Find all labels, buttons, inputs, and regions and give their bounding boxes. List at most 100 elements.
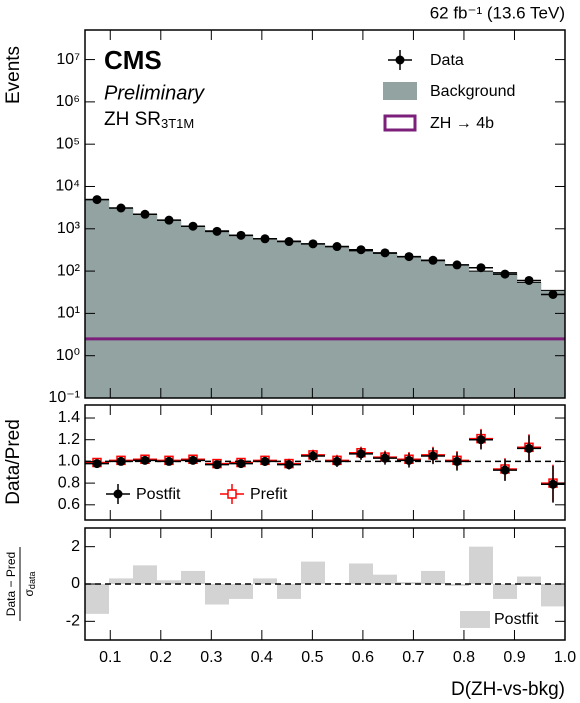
ratio-point bbox=[188, 455, 198, 465]
pull-bar bbox=[109, 578, 133, 584]
x-tick-label: 0.6 bbox=[352, 649, 374, 666]
legend-background-swatch bbox=[383, 82, 417, 100]
pull-bar bbox=[445, 584, 469, 586]
data-point bbox=[284, 237, 294, 247]
ratio-point bbox=[404, 455, 414, 465]
y-tick-label: 10⁰ bbox=[56, 347, 80, 364]
y-tick-label: 0.6 bbox=[58, 496, 80, 513]
x-tick-label: 0.1 bbox=[99, 649, 121, 666]
legend-label: Prefit bbox=[250, 486, 288, 503]
pull-bar bbox=[85, 584, 109, 614]
background-bar bbox=[300, 243, 326, 399]
background-bar bbox=[276, 240, 302, 399]
data-point bbox=[116, 203, 126, 213]
pull-bar bbox=[157, 580, 181, 584]
pull-bar bbox=[229, 584, 253, 599]
sigma-sub: data bbox=[27, 572, 37, 590]
data-point bbox=[332, 242, 342, 252]
y-tick-label: 10⁴ bbox=[55, 178, 80, 195]
pull-y-numerator: Data − Pred bbox=[4, 552, 18, 616]
x-tick-label: 0.5 bbox=[301, 649, 323, 666]
background-bar bbox=[204, 230, 230, 399]
legend-data-marker bbox=[395, 55, 405, 65]
pull-bar bbox=[517, 576, 541, 584]
data-point bbox=[500, 269, 510, 279]
ratio-point bbox=[284, 460, 294, 470]
legend-label: Postfit bbox=[494, 611, 539, 628]
y-tick-label: 1.4 bbox=[58, 409, 80, 426]
plot-frame bbox=[84, 29, 566, 399]
ratio-point bbox=[356, 449, 366, 459]
y-tick-label: 1.2 bbox=[58, 431, 80, 448]
ratio-point bbox=[140, 455, 150, 465]
region-main: ZH SR bbox=[104, 109, 161, 130]
pull-bar bbox=[277, 584, 301, 599]
pull-bar bbox=[181, 570, 205, 584]
y-tick-label: 10³ bbox=[57, 220, 81, 237]
y-tick-label: 10¹ bbox=[57, 305, 80, 322]
background-bar bbox=[468, 270, 494, 399]
x-tick-label: 0.8 bbox=[453, 649, 475, 666]
background-bar bbox=[156, 219, 182, 399]
x-axis-label: D(ZH-vs-bkg) bbox=[451, 679, 565, 700]
data-point bbox=[476, 263, 486, 273]
legend-label: Postfit bbox=[136, 486, 181, 503]
y-tick-label: 1.0 bbox=[58, 453, 80, 470]
x-tick-label: 1.0 bbox=[554, 649, 576, 666]
region-label: ZH SR3T1M bbox=[104, 109, 194, 131]
legend-label: ZH → 4b bbox=[430, 115, 494, 132]
background-bar bbox=[324, 246, 350, 399]
ratio-point bbox=[212, 460, 222, 470]
y-tick-label: 10⁵ bbox=[56, 135, 80, 152]
data-point bbox=[524, 275, 534, 285]
ratio-point bbox=[92, 459, 102, 469]
background-bar bbox=[420, 260, 446, 399]
y-tick-label: 10⁶ bbox=[56, 93, 80, 110]
background-bar bbox=[492, 272, 518, 399]
ratio-point bbox=[476, 435, 486, 445]
background-bar bbox=[396, 256, 422, 399]
legend-label: Background bbox=[430, 83, 515, 100]
data-point bbox=[140, 209, 150, 219]
background-bar bbox=[180, 225, 206, 399]
ratio-point bbox=[524, 443, 534, 453]
x-tick-label: 0.9 bbox=[503, 649, 525, 666]
plot-frame bbox=[84, 527, 566, 641]
pull-bar bbox=[493, 584, 517, 599]
x-tick-label: 0.4 bbox=[251, 649, 273, 666]
pull-bar bbox=[541, 584, 565, 607]
pull-bar bbox=[133, 565, 157, 584]
pull-bar bbox=[205, 584, 229, 605]
y-axis-label: Events bbox=[3, 46, 24, 104]
y-tick-label: 10² bbox=[57, 262, 81, 279]
pull-bar bbox=[373, 574, 397, 584]
ratio-point bbox=[380, 453, 390, 463]
data-point bbox=[548, 289, 558, 299]
y-tick-label: 10⁻¹ bbox=[48, 389, 80, 406]
pull-bar bbox=[397, 582, 421, 584]
data-point bbox=[164, 215, 174, 225]
ratio-point bbox=[308, 451, 318, 461]
pull-bar bbox=[301, 561, 325, 584]
pull-y-denominator: σdata bbox=[22, 572, 37, 597]
ratio-point bbox=[236, 459, 246, 469]
data-point bbox=[236, 230, 246, 240]
pull-bar bbox=[421, 570, 445, 584]
data-point bbox=[356, 245, 366, 255]
ratio-point bbox=[548, 479, 558, 489]
background-bar bbox=[540, 290, 566, 399]
background-bar bbox=[348, 250, 374, 399]
data-point bbox=[308, 239, 318, 249]
x-tick-label: 0.3 bbox=[200, 649, 222, 666]
data-point bbox=[92, 195, 102, 205]
sigma: σ bbox=[22, 588, 36, 596]
pull-bar bbox=[349, 563, 373, 584]
pull-bar bbox=[469, 546, 493, 584]
data-point bbox=[260, 234, 270, 244]
background-bar bbox=[252, 238, 278, 399]
ratio-point bbox=[500, 465, 510, 475]
pull-bar bbox=[253, 578, 277, 584]
data-point bbox=[212, 226, 222, 236]
y-tick-label: 0.8 bbox=[58, 474, 80, 491]
